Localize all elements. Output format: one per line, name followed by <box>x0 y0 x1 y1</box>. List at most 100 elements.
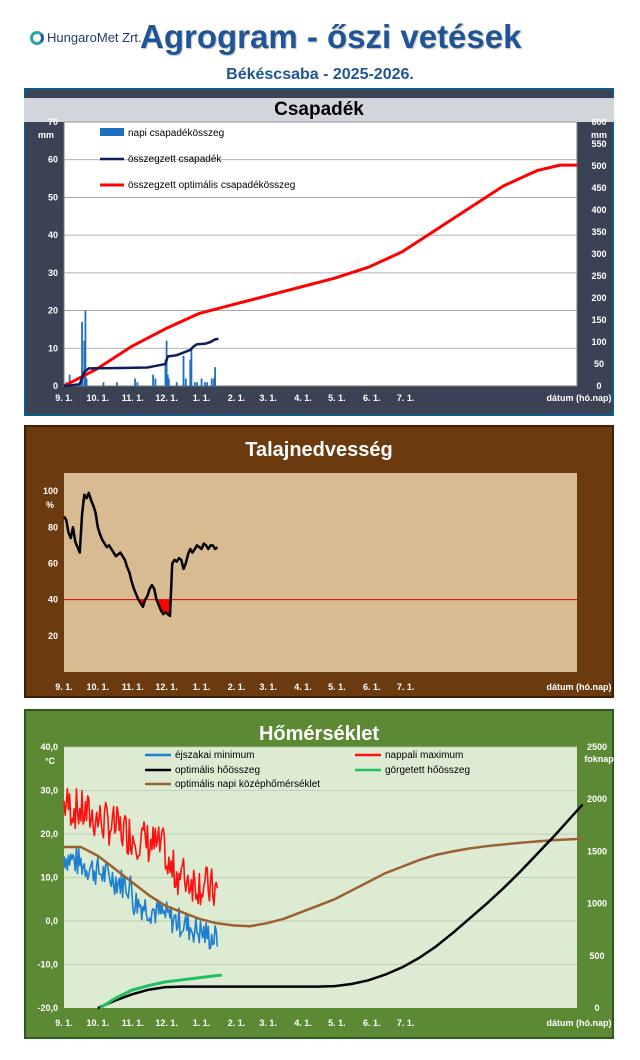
daily-precip-bar <box>200 378 203 386</box>
daily-precip-bar <box>154 378 157 386</box>
y-tick-label: 20,0 <box>40 829 58 839</box>
daily-precip-bar <box>167 378 170 386</box>
y2-tick-label: 100 <box>591 337 606 347</box>
y2-tick-label: 150 <box>591 315 606 325</box>
legend-label: optimális hőösszeg <box>175 765 260 776</box>
daily-precip-bar <box>68 374 71 386</box>
y2-tick-label: 2500 <box>587 742 607 752</box>
x-tick-label: 1. 1. <box>193 393 211 403</box>
y2-tick-label: 250 <box>591 271 606 281</box>
y2-unit-label: foknap <box>584 754 614 764</box>
y-tick-label: 40 <box>48 230 58 240</box>
y2-tick-label: 350 <box>591 227 606 237</box>
daily-precip-bar <box>206 382 209 386</box>
y2-tick-label: 2000 <box>587 794 607 804</box>
logo-text: HungaroMet Zrt. <box>47 30 142 45</box>
x-tick-label: 3. 1. <box>259 1018 277 1028</box>
x-tick-label: 7. 1. <box>397 1018 415 1028</box>
daily-precip-bar <box>134 378 136 386</box>
x-tick-label: 6. 1. <box>363 393 381 403</box>
x-tick-label: 9. 1. <box>55 393 73 403</box>
y2-tick-label: 300 <box>591 249 606 259</box>
daily-precip-bar <box>136 382 139 386</box>
y-tick-label: 40,0 <box>40 742 58 752</box>
x-tick-label: 11. 1. <box>122 682 144 692</box>
legend-label: nappali maximum <box>385 750 463 761</box>
cumulative-precip-line <box>63 337 219 388</box>
y-tick-label: 10 <box>48 343 58 353</box>
x-tick-label: 2. 1. <box>228 1018 246 1028</box>
y2-tick-label: 0 <box>594 1003 599 1013</box>
daily-precip-bar <box>204 382 206 386</box>
daily-precip-bar <box>175 382 178 386</box>
daily-precip-bar <box>193 382 196 386</box>
y-tick-label: -10,0 <box>37 960 58 970</box>
daily-precip-bar <box>214 367 216 386</box>
x-tick-label: 1. 1. <box>193 1018 211 1028</box>
x-tick-label: 12. 1. <box>155 682 178 692</box>
y-tick-label: 0,0 <box>45 916 58 926</box>
legend-label: éjszakai minimum <box>175 750 254 761</box>
y2-tick-label: 400 <box>591 205 606 215</box>
y-unit-label: % <box>46 500 54 510</box>
daily-precip-bar <box>116 382 118 386</box>
daily-min-line <box>63 847 219 950</box>
y-tick-label: 30 <box>48 268 58 278</box>
x-tick-label: 7. 1. <box>397 393 415 403</box>
x-tick-label: 7. 1. <box>397 682 415 692</box>
y-tick-label: 0 <box>53 381 58 391</box>
daily-precip-bar <box>213 378 215 386</box>
daily-precip-bar <box>152 374 154 386</box>
y-tick-label: 100 <box>43 486 58 496</box>
x-tick-label: 9. 1. <box>55 682 73 692</box>
x-tick-label: 2. 1. <box>228 682 246 692</box>
daily-precip-bar <box>83 340 86 386</box>
y-tick-label: 20 <box>48 631 58 641</box>
x-tick-label: 11. 1. <box>122 1018 144 1028</box>
daily-precip-bar <box>166 374 169 386</box>
legend-label: optimális napi középhőmérséklet <box>175 779 320 790</box>
y-tick-label: 60 <box>48 558 58 568</box>
y2-unit-label: mm <box>591 130 607 140</box>
y2-tick-label: 550 <box>591 139 606 149</box>
x-tick-label: 12. 1. <box>155 1018 178 1028</box>
x-tick-label: 10. 1. <box>87 393 110 403</box>
y-tick-label: 80 <box>48 522 58 532</box>
x-tick-label: 9. 1. <box>55 1018 73 1028</box>
y2-tick-label: 500 <box>591 161 606 171</box>
daily-precip-bar <box>164 359 167 386</box>
x-axis-label: dátum (hó.nap) <box>547 682 612 692</box>
y2-tick-label: 600 <box>591 117 606 127</box>
daily-max-line <box>63 787 219 906</box>
daily-precip-bar <box>196 382 198 386</box>
temperature-title: Hőmérséklet <box>258 723 380 745</box>
y-tick-label: 50 <box>48 192 58 202</box>
y2-tick-label: 1000 <box>587 899 607 909</box>
page-subtitle: Békéscsaba - 2025-2026. <box>226 66 414 83</box>
daily-precip-bar <box>189 359 192 386</box>
x-tick-label: 6. 1. <box>363 682 381 692</box>
x-tick-label: 5. 1. <box>328 1018 346 1028</box>
y2-tick-label: 500 <box>589 951 604 961</box>
x-tick-label: 1. 1. <box>193 682 211 692</box>
daily-precip-bar <box>84 310 87 386</box>
legend-label: összegzett optimális csapadékösszeg <box>128 180 295 191</box>
x-tick-label: 10. 1. <box>87 682 110 692</box>
optimal-precip-line <box>63 163 577 388</box>
y-tick-label: 60 <box>48 155 58 165</box>
soil-moisture-line <box>62 491 219 618</box>
optimal-mean-temp-line <box>64 837 583 928</box>
y-tick-label: 20 <box>48 306 58 316</box>
x-axis-label: dátum (hó.nap) <box>547 1018 612 1028</box>
legend-label: összegzett csapadék <box>128 154 222 165</box>
daily-precip-bar <box>210 378 213 386</box>
x-tick-label: 2. 1. <box>228 393 246 403</box>
y-unit-label: °C <box>45 756 56 766</box>
y2-tick-label: 450 <box>591 183 606 193</box>
daily-precip-bar <box>182 355 185 386</box>
daily-precip-bar <box>85 378 88 386</box>
y-tick-label: 10,0 <box>40 873 58 883</box>
legend-swatch-bars <box>100 128 124 136</box>
y-tick-label: 70 <box>48 117 58 127</box>
